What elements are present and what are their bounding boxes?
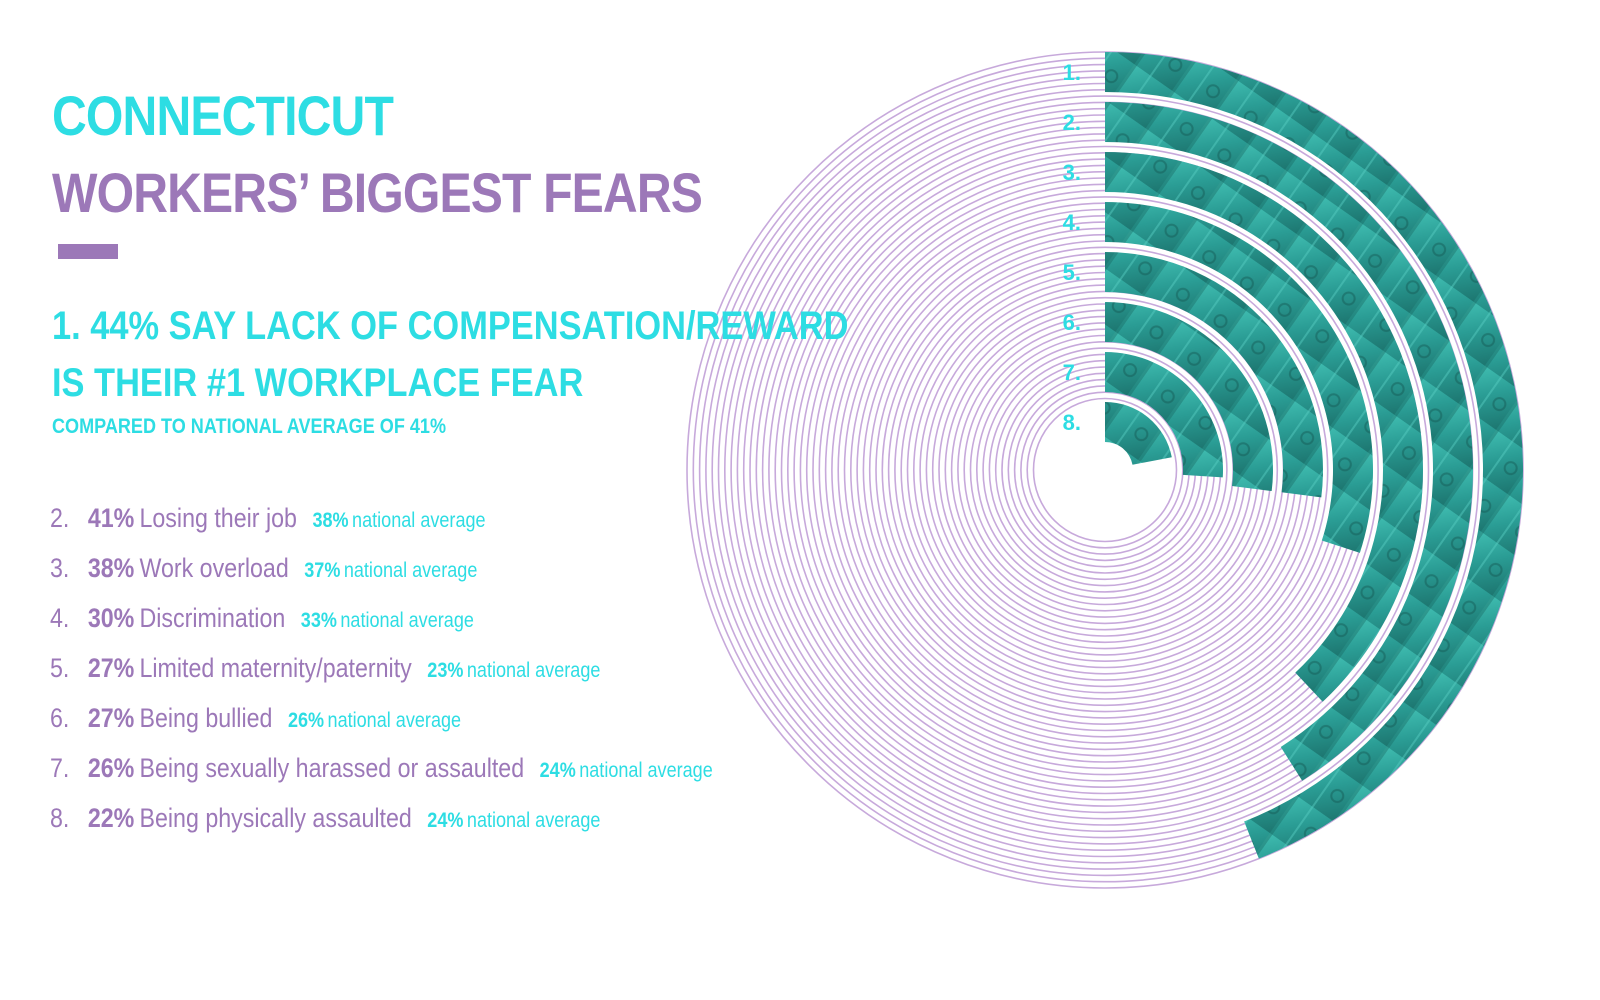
fear-rank: 5. [50, 653, 70, 683]
fear-percent: 27% [87, 703, 135, 733]
national-average: 24% national average [427, 809, 600, 832]
guide-ring [931, 296, 1279, 644]
national-average-percent: 26% [287, 709, 325, 732]
fear-label: Work overload [139, 553, 289, 583]
fear-row: 8. 22% Being physically assaulted 24% nation… [50, 805, 600, 832]
fear-percent: 27% [87, 653, 135, 683]
fear-rank: 3. [50, 553, 70, 583]
national-average-text: national average [579, 759, 713, 782]
guide-ring [925, 290, 1285, 650]
ring-label-4: 4. [1063, 210, 1081, 235]
fear-label: Losing their job [139, 503, 297, 533]
fear-percent: 41% [87, 503, 135, 533]
fear-rank: 6. [50, 703, 70, 733]
fear-label: Being physically assaulted [139, 803, 412, 833]
fear-row: 4. 30% Discrimination 33% national average [50, 605, 474, 632]
national-average-percent: 37% [304, 559, 341, 582]
ring-label-6: 6. [1063, 310, 1081, 335]
fear-row: 5. 27% Limited maternity/paternity 23% natio… [50, 655, 600, 682]
guide-ring [831, 196, 1379, 744]
ring-labels: 1. 2. 3. 4. 5. 6. 7. 8. [1063, 60, 1081, 435]
national-average: 33% national average [301, 609, 474, 632]
fear-row: 6. 27% Being bullied 26% national average [50, 705, 461, 732]
national-average: 24% national average [540, 759, 713, 782]
fear-label: Being sexually harassed or assaulted [139, 753, 525, 783]
national-average-text: national average [343, 559, 478, 582]
fear-rank: 7. [50, 753, 70, 783]
national-average: 23% national average [427, 659, 600, 682]
accent-bar [58, 244, 118, 259]
national-average: 26% national average [288, 709, 461, 732]
ring-label-2: 2. [1063, 110, 1081, 135]
radial-bar-2 [1105, 102, 1473, 781]
fear-rank: 4. [50, 603, 70, 633]
fear-percent: 22% [87, 803, 135, 833]
fear-label: Discrimination [139, 603, 286, 633]
national-average-percent: 33% [300, 609, 337, 632]
national-average-text: national average [352, 509, 486, 532]
ring-label-5: 5. [1063, 260, 1081, 285]
national-average-text: national average [327, 709, 462, 732]
radial-bar-1 [1105, 52, 1523, 859]
national-average-text: national average [340, 609, 474, 632]
title-line-1: CONNECTICUT [52, 84, 394, 147]
national-average-percent: 24% [427, 809, 464, 832]
title-line-2: WORKERS’ BIGGEST FEARS [52, 161, 703, 224]
fear-label: Being bullied [139, 703, 273, 733]
fear-percent: 26% [87, 753, 135, 783]
fear-percent: 38% [87, 553, 135, 583]
national-average: 38% national average [312, 509, 485, 532]
national-average-percent: 38% [312, 509, 349, 532]
guide-ring [1026, 391, 1184, 549]
headline-line-1: 1. 44% SAY LACK OF COMPENSATION/REWARD [52, 304, 849, 348]
national-average-text: national average [466, 659, 601, 682]
radial-bar-8 [1105, 402, 1172, 465]
radial-bar-6 [1105, 302, 1273, 492]
fear-row: 2. 41% Losing their job 38% national average [50, 505, 486, 532]
fear-row: 7. 26% Being sexually harassed or assaulte… [50, 755, 713, 782]
fear-row: 3. 38% Work overload 37% national average [50, 555, 477, 582]
radial-bar-7 [1105, 352, 1223, 478]
fear-rank: 2. [50, 503, 70, 533]
national-average-percent: 23% [427, 659, 464, 682]
radial-bar-5 [1105, 252, 1323, 498]
headline-line-2: IS THEIR #1 WORKPLACE FEAR [52, 361, 584, 405]
radial-bars [1105, 52, 1523, 859]
radial-bar-4 [1105, 202, 1373, 553]
guide-ring [1032, 397, 1178, 543]
guide-ring [881, 246, 1329, 694]
national-average-percent: 24% [539, 759, 576, 782]
national-average-text: national average [466, 809, 601, 832]
ring-label-7: 7. [1063, 360, 1081, 385]
fear-label: Limited maternity/paternity [139, 653, 412, 683]
guide-ring [780, 145, 1430, 795]
fear-percent: 30% [87, 603, 135, 633]
national-average-subhead: COMPARED TO NATIONAL AVERAGE OF 41% [52, 415, 447, 438]
radial-bar-3 [1105, 152, 1423, 702]
guide-ring [730, 95, 1480, 845]
national-average: 37% national average [304, 559, 477, 582]
guide-ring [982, 347, 1228, 593]
fear-rank: 8. [50, 803, 70, 833]
ring-label-3: 3. [1063, 160, 1081, 185]
ring-label-8: 8. [1063, 410, 1081, 435]
ring-label-1: 1. [1063, 60, 1081, 85]
